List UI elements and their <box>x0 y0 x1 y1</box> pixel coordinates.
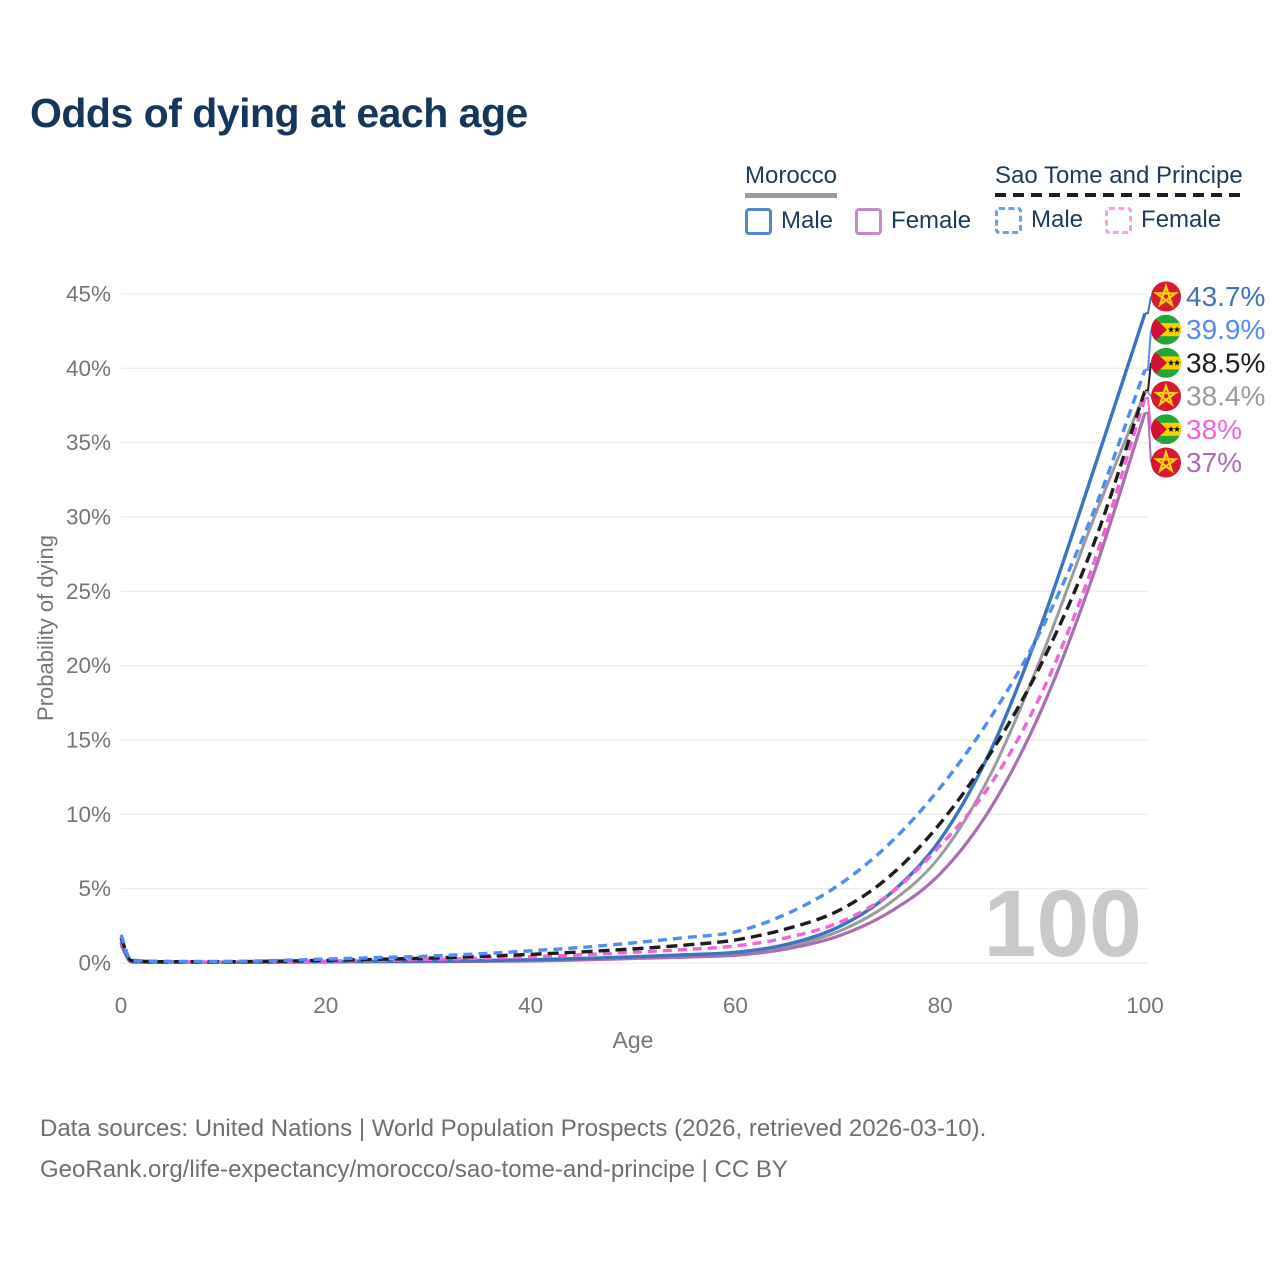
x-axis-title: Age <box>613 1027 654 1053</box>
y-tick-label: 5% <box>78 876 111 901</box>
leader-line-morocco-total <box>1145 391 1152 397</box>
footer: Data sources: United Nations | World Pop… <box>40 1108 986 1190</box>
flag-clip-group <box>1151 347 1181 378</box>
x-tick-label: 100 <box>1126 993 1164 1018</box>
legend-underline-sao-tome <box>995 193 1243 197</box>
flag-red-triangle <box>1151 347 1167 378</box>
series-line-stp-male <box>119 369 1147 964</box>
morocco-star <box>1153 448 1179 474</box>
end-value-label-morocco-male: 43.7% <box>1186 281 1265 312</box>
legend-item-sao-tome-male[interactable]: Male <box>995 206 1083 234</box>
legend-swatch-sao-tome-male[interactable] <box>995 206 1022 234</box>
sao-tome-flag-icon <box>1151 414 1181 445</box>
flag-circle <box>1151 281 1181 312</box>
legend-group-title-morocco: Morocco <box>745 162 838 198</box>
y-tick-label: 35% <box>66 430 111 455</box>
leader-line-stp-total <box>1145 362 1152 392</box>
flag-star <box>1173 425 1181 433</box>
legend-group-label: Morocco <box>745 162 838 189</box>
x-tick-label: 60 <box>723 993 748 1018</box>
footer-data-sources: Data sources: United Nations | World Pop… <box>40 1115 987 1142</box>
leader-line-stp-male <box>1145 329 1152 371</box>
x-tick-label: 20 <box>313 993 338 1018</box>
flag-red-triangle <box>1151 414 1167 445</box>
flag-star <box>1167 359 1175 366</box>
morocco-flag-icon <box>1151 281 1181 312</box>
series-line-morocco-male <box>119 312 1147 964</box>
x-tick-label: 80 <box>928 993 953 1018</box>
flag-star <box>1167 425 1175 433</box>
age-counter-watermark: 100 <box>983 871 1142 977</box>
legend-item-morocco-female[interactable]: Female <box>855 207 971 235</box>
end-value-label-stp-male: 39.9% <box>1186 314 1265 345</box>
legend-group-label: Sao Tome and Principe <box>995 162 1243 189</box>
flag-red-triangle <box>1151 314 1167 345</box>
x-tick-label: 0 <box>115 993 128 1018</box>
y-tick-label: 30% <box>66 505 111 530</box>
gridlines: 0% 5% 10% 15% 20% 25% 30% 35% 40% 45% 0 20 40 60 80 100… <box>66 282 1164 1054</box>
y-tick-label: 20% <box>66 653 111 678</box>
sao-tome-flag-icon <box>1151 314 1181 345</box>
page-title: Odds of dying at each age <box>30 90 528 136</box>
footer-attribution-link: GeoRank.org/life-expectancy/morocco/sao-… <box>40 1156 788 1183</box>
legend-swatch-morocco-female[interactable] <box>855 207 883 235</box>
legend-underline-morocco <box>745 193 838 198</box>
y-tick-label: 40% <box>66 356 111 381</box>
y-tick-label: 0% <box>78 951 111 976</box>
sao-tome-flag-icon <box>1151 347 1181 378</box>
y-tick-label: 15% <box>66 728 111 753</box>
legend-item-label[interactable]: Male <box>781 207 834 234</box>
end-value-label-stp-total: 38.5% <box>1186 347 1265 378</box>
legend-swatch-sao-tome-female[interactable] <box>1105 206 1133 234</box>
end-labels: 43.7%39.9%38.5%38.4%38%37% <box>1145 281 1265 478</box>
flag-circle <box>1151 381 1181 412</box>
flag-star <box>1167 326 1175 333</box>
legend-item-morocco-male[interactable]: Male <box>745 207 833 235</box>
morocco-flag-icon <box>1151 447 1181 478</box>
flag-star <box>1173 326 1181 333</box>
legend-item-label[interactable]: Male <box>1031 206 1084 233</box>
x-tick-label: 40 <box>518 993 543 1018</box>
morocco-flag-icon <box>1151 381 1181 412</box>
legend-item-sao-tome-female[interactable]: Female <box>1105 206 1221 234</box>
legend-items-morocco: Male Female <box>745 207 971 235</box>
flag-clip-group <box>1151 314 1181 345</box>
end-value-label-morocco-female: 37% <box>1186 447 1242 478</box>
y-tick-label: 10% <box>66 802 111 827</box>
legend-item-label[interactable]: Female <box>1141 206 1222 233</box>
flag-circle <box>1151 447 1181 478</box>
y-tick-label: 45% <box>66 282 111 307</box>
y-tick-label: 25% <box>66 579 111 604</box>
leader-line-morocco-male <box>1145 296 1152 315</box>
morocco-star <box>1153 282 1179 308</box>
series-curves <box>119 312 1147 965</box>
leader-line-morocco-female <box>1145 411 1152 463</box>
legend-swatch-morocco-male[interactable] <box>745 207 772 235</box>
leader-line-stp-female <box>1145 397 1152 430</box>
end-value-label-stp-female: 38% <box>1186 414 1242 445</box>
legend-group-title-sao-tome: Sao Tome and Principe <box>995 162 1243 197</box>
legend-group-sao-tome: Sao Tome and Principe Male Female <box>995 162 1243 234</box>
legend-item-label[interactable]: Female <box>891 207 972 234</box>
legend-items-sao-tome: Male Female <box>995 206 1243 234</box>
legend-group-morocco: Morocco Male Female <box>745 162 971 235</box>
morocco-star <box>1153 382 1179 408</box>
flag-clip-group <box>1151 414 1181 445</box>
series-line-stp-total <box>119 390 1147 964</box>
flag-star <box>1173 359 1181 366</box>
end-value-label-morocco-total: 38.4% <box>1186 381 1265 412</box>
